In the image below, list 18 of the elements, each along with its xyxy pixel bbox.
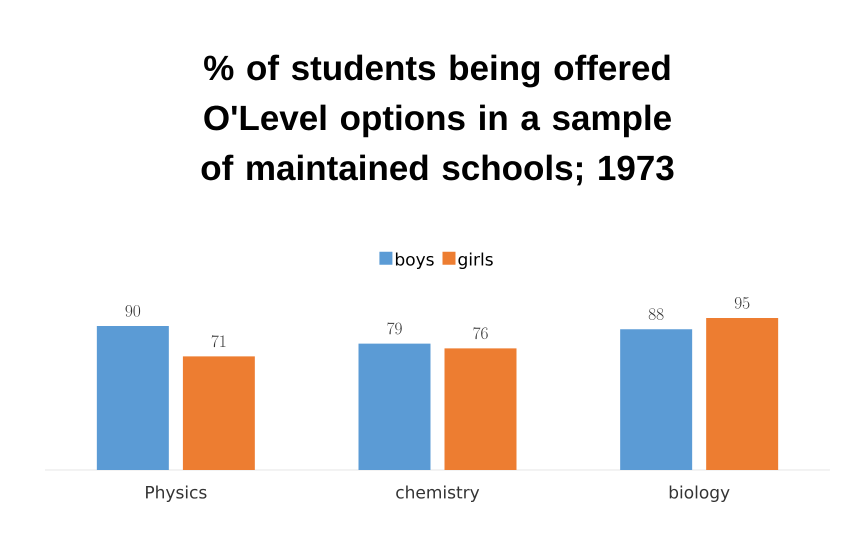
x-tick-label: Physics	[146, 486, 206, 502]
data-label: 95	[734, 297, 750, 309]
chart-title: % of students being offered O'Level options in a sample of maintained schools; 1973	[202, 54, 674, 186]
data-label: 79	[387, 322, 402, 334]
data-label: 71	[212, 335, 226, 348]
x-tick-label: chemistry	[396, 486, 480, 502]
bar	[96, 326, 169, 470]
data-label: 90	[126, 305, 140, 317]
data-label: 76	[473, 327, 488, 340]
bar	[706, 318, 778, 470]
bar	[620, 329, 692, 470]
data-label: 88	[648, 308, 664, 320]
bar	[182, 356, 255, 470]
legend-label: boys	[396, 252, 434, 269]
bar	[444, 348, 516, 470]
legend-label: girls	[458, 252, 493, 269]
bar	[358, 344, 430, 470]
x-tick-label: biology	[670, 486, 730, 502]
